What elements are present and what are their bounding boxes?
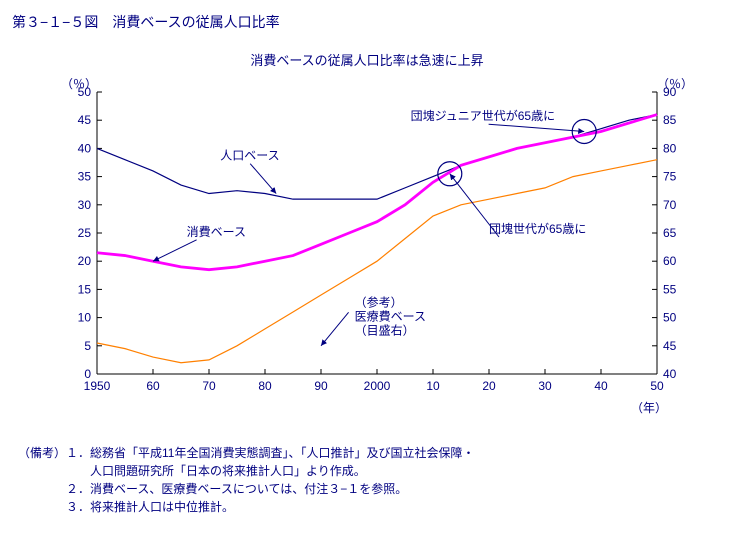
series-consumption_base [97, 115, 657, 270]
notes: （備考） １．総務省「平成11年全国消費実態調査」、「人口推計」及び国立社会保障… [12, 444, 722, 516]
xtick: 10 [426, 379, 440, 393]
left-unit: （％） [61, 77, 97, 91]
xtick: 40 [594, 379, 608, 393]
ann-cons-arrow [153, 240, 197, 261]
xtick: 70 [202, 379, 216, 393]
figure-title: 第３−１−５図 消費ベースの従属人口比率 [12, 12, 722, 32]
ann-dk-label: 団塊世代が65歳に [489, 221, 586, 236]
ytick-right: 50 [663, 311, 677, 325]
xtick: 2000 [364, 379, 391, 393]
xtick: 80 [258, 379, 272, 393]
ytick-left: 20 [78, 254, 92, 268]
ytick-left: 45 [78, 113, 92, 127]
ann-jr-label: 団塊ジュニア世代が65歳に [411, 108, 556, 123]
xtick: 50 [650, 379, 664, 393]
medical-arrow [321, 312, 349, 345]
medical-label-0: （参考） [355, 294, 403, 309]
xtick: 90 [314, 379, 328, 393]
ytick-right: 60 [663, 254, 677, 268]
note-item: ２．消費ベース、医療費ベースについては、付注３−１を参照。 [66, 480, 722, 498]
ann-pop-label: 人口ベース [220, 149, 279, 163]
chart-container: 消費ベースの従属人口比率は急速に上昇 051015202530354045504… [17, 50, 717, 430]
right-unit: （％） [657, 77, 693, 91]
xtick: 20 [482, 379, 496, 393]
ytick-right: 85 [663, 113, 677, 127]
ytick-right: 80 [663, 141, 677, 155]
ann-jr-arrow [489, 124, 585, 131]
medical-label-2: （目盛右） [355, 322, 415, 337]
ytick-left: 40 [78, 141, 92, 155]
ytick-left: 25 [78, 226, 92, 240]
ytick-left: 35 [78, 170, 92, 184]
chart-title: 消費ベースの従属人口比率は急速に上昇 [17, 50, 717, 69]
notes-head: （備考） [18, 444, 66, 516]
xtick: 1950 [84, 379, 111, 393]
xtick: 30 [538, 379, 552, 393]
line-chart: 0510152025303540455040455055606570758085… [17, 74, 717, 424]
xtick: 60 [146, 379, 160, 393]
ytick-right: 55 [663, 282, 677, 296]
ytick-left: 10 [78, 311, 92, 325]
ytick-right: 45 [663, 339, 677, 353]
medical-label-1: 医療費ベース [355, 308, 426, 323]
note-item: １．総務省「平成11年全国消費実態調査」、「人口推計」及び国立社会保障・ 人口問… [66, 444, 722, 480]
ytick-right: 65 [663, 226, 677, 240]
ytick-left: 5 [84, 339, 91, 353]
x-axis-label: （年） [631, 401, 667, 415]
ytick-right: 40 [663, 367, 677, 381]
ytick-left: 30 [78, 198, 92, 212]
ann-pop-arrow [250, 164, 276, 194]
ytick-right: 75 [663, 170, 677, 184]
note-item: ３．将来推計人口は中位推計。 [66, 498, 722, 516]
ytick-left: 15 [78, 282, 92, 296]
ytick-right: 70 [663, 198, 677, 212]
notes-body: １．総務省「平成11年全国消費実態調査」、「人口推計」及び国立社会保障・ 人口問… [66, 444, 722, 516]
ann-cons-label: 消費ベース [187, 224, 246, 239]
